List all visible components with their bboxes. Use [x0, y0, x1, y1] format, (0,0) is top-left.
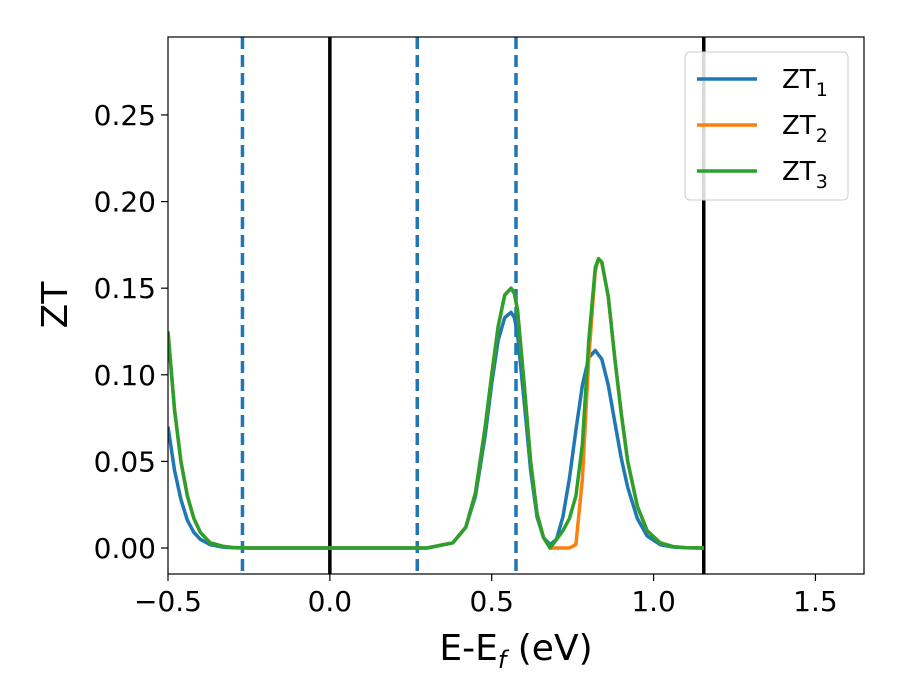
- y-tick-label: 0.10: [94, 359, 156, 392]
- plot-frame: [167, 36, 865, 575]
- legend-label-3: ZT3: [782, 157, 828, 193]
- x-tick-label: 1.5: [793, 585, 838, 618]
- y-tick-label: 0.15: [94, 272, 156, 305]
- y-tick-label: 0.25: [94, 99, 156, 132]
- x-tick-label: 1.0: [631, 585, 676, 618]
- x-axis-label: E-Ef (eV): [439, 628, 592, 674]
- y-tick-label: 0.05: [94, 445, 156, 478]
- y-tick-label: 0.00: [94, 532, 156, 565]
- x-tick-label: −0.5: [134, 585, 202, 618]
- legend-label-1: ZT1: [782, 65, 828, 101]
- x-tick-label: 0.5: [469, 585, 514, 618]
- y-tick-label: 0.20: [94, 186, 156, 219]
- series-line-3: [168, 256, 704, 550]
- legend-box: [684, 51, 849, 201]
- legend-label-2: ZT2: [782, 111, 828, 147]
- legend: ZT1 ZT2 ZT3: [684, 51, 849, 201]
- y-axis-label: ZT: [35, 281, 76, 329]
- x-tick-label: 0.0: [308, 585, 353, 618]
